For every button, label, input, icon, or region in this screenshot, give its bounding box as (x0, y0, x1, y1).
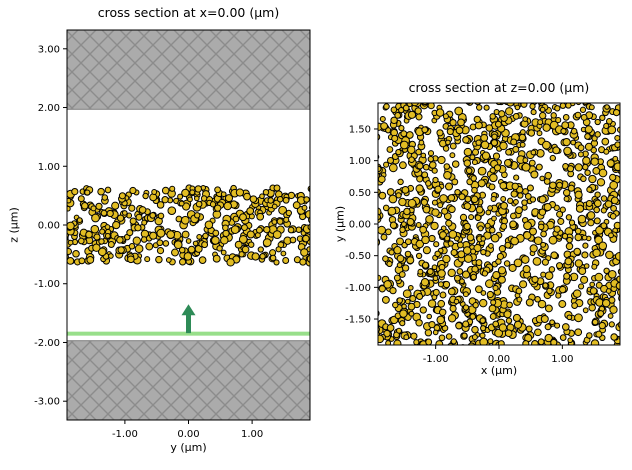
left-yaxis-label: z (μm) (7, 207, 21, 243)
svg-text:0.50: 0.50 (349, 188, 371, 199)
svg-text:1.00: 1.00 (349, 156, 371, 167)
source-direction-arrow (181, 304, 196, 334)
svg-text:-0.50: -0.50 (345, 251, 371, 262)
pml-top (67, 30, 310, 110)
svg-text:0.00: 0.00 (38, 221, 60, 232)
svg-text:-1.00: -1.00 (34, 279, 60, 290)
left-tick-labels: 3.00 2.00 1.00 0.00 -1.00 -2.00 -3.00 -1.00 0.00… (34, 44, 263, 440)
left-xaxis-label: y (μm) (170, 441, 207, 454)
right-tick-labels: 1.50 1.00 0.50 0.00 -0.50 -1.00 -1.50 -1.00 0.00… (345, 124, 573, 365)
right-particles (378, 103, 620, 345)
svg-text:-1.00: -1.00 (112, 429, 138, 440)
svg-text:-1.00: -1.00 (423, 354, 449, 365)
svg-text:1.00: 1.00 (551, 354, 573, 365)
left-particles (67, 184, 310, 267)
right-plot-area (378, 103, 620, 345)
right-plot-title: cross section at z=0.00 (μm) (408, 80, 590, 95)
left-plot-title: cross section at x=0.00 (μm) (97, 5, 280, 20)
source-line (67, 331, 310, 336)
svg-text:-2.00: -2.00 (34, 338, 60, 349)
svg-text:0.00: 0.00 (349, 220, 371, 231)
svg-text:-3.00: -3.00 (34, 397, 60, 408)
svg-text:-1.00: -1.00 (345, 283, 371, 294)
svg-text:1.00: 1.00 (241, 429, 263, 440)
svg-text:0.00: 0.00 (488, 354, 510, 365)
svg-text:-1.50: -1.50 (345, 315, 371, 326)
svg-text:1.00: 1.00 (38, 162, 60, 173)
right-xaxis-label: x (μm) (480, 364, 518, 377)
pml-bottom (67, 340, 310, 420)
left-plot-area (67, 30, 310, 420)
right-yaxis-label: y (μm) (333, 205, 347, 243)
svg-text:2.00: 2.00 (38, 103, 60, 114)
svg-text:0.00: 0.00 (177, 429, 199, 440)
svg-text:1.50: 1.50 (349, 124, 371, 135)
svg-text:3.00: 3.00 (38, 44, 60, 55)
